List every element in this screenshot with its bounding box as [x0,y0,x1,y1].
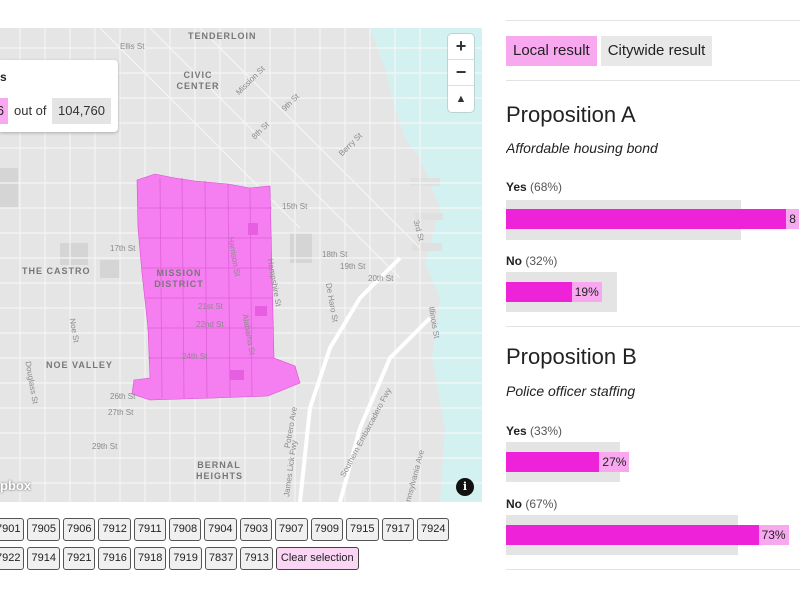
precinct-button[interactable]: 7905 [27,518,60,541]
precinct-button[interactable]: 7906 [62,518,96,541]
divider [506,326,800,327]
precinct-button[interactable]: 7919 [169,547,202,570]
precinct-button[interactable]: 7903 [239,518,273,541]
prop-a-yes-label: Yes (68%) [506,180,563,194]
precinct-button[interactable]: 7921 [62,547,96,570]
zoom-control: + − ▲ [448,34,474,112]
precinct-button[interactable]: 7837 [204,547,238,570]
street-label: 21st St [198,302,223,311]
prop-a-no-label: No (32%) [506,254,558,268]
precinct-button[interactable]: 7917 [381,518,414,541]
zoom-out-button[interactable]: − [448,60,474,86]
map[interactable]: TENDERLOIN CIVIC CENTER THE CASTRO MISSI… [0,28,482,502]
selected-count: 6 [0,98,8,124]
prop-b-yes-local-value: 27% [599,452,630,472]
precinct-row-1: 7901790579067912791179087904790379077909… [0,518,450,542]
precinct-button[interactable]: 7901 [0,518,25,541]
divider [506,569,800,570]
prop-b-no-local-bar [506,525,759,545]
divider [506,80,800,81]
precinct-button[interactable]: 7914 [27,547,60,570]
street-label: 17th St [110,244,136,253]
precinct-button[interactable]: 7915 [346,518,379,541]
precinct-button[interactable]: 7916 [98,547,131,570]
prop-b-no-label: No (67%) [506,497,558,511]
prop-b-yes-local-bar [506,452,600,472]
prop-b-no-local-value: 73% [758,525,789,545]
precinct-row-2: 79227914792179167918791978377913Clear se… [0,547,359,571]
street-label: 20th St [368,274,394,283]
street-label: 18th St [322,250,348,259]
info-title: s [0,70,7,84]
tab-citywide-result[interactable]: Citywide result [600,36,713,66]
prop-b-yes-label: Yes (33%) [506,424,563,438]
label-the-castro: THE CASTRO [22,266,91,276]
compass-button[interactable]: ▲ [455,93,467,105]
label-noe-valley: NOE VALLEY [46,360,113,370]
prop-a-yes-local-bar [506,209,787,229]
clear-selection-button[interactable]: Clear selection [275,547,359,570]
street-label: 27th St [108,408,134,417]
prop-b-title: Proposition B [506,344,637,369]
street-label: 22nd St [196,320,224,329]
info-icon[interactable]: i [456,478,474,496]
prop-a-no-local-value: 19% [571,282,602,302]
selected-precincts [131,173,301,401]
out-of-label: out of [14,103,47,118]
zoom-in-button[interactable]: + [448,34,474,60]
prop-a-yes-local-value: 8 [786,209,799,229]
precinct-button[interactable]: 7912 [98,518,131,541]
label-mission-district: MISSION DISTRICT [154,268,204,289]
precinct-button[interactable]: 7904 [204,518,237,541]
precinct-button[interactable]: 7924 [416,518,450,541]
tab-local-result[interactable]: Local result [506,36,597,66]
prop-a-no-local-bar [506,282,572,302]
precinct-button[interactable]: 7909 [310,518,344,541]
street-label: 15th St [282,202,308,211]
precinct-button[interactable]: 7908 [168,518,202,541]
mapbox-logo[interactable]: pbox [0,478,32,493]
street-label: 26th St [110,392,136,401]
street-label: 24th St [182,352,208,361]
precinct-button[interactable]: 7918 [133,547,167,570]
precinct-button[interactable]: 7911 [133,518,166,541]
street-label: Ellis St [120,42,145,51]
street-label: 19th St [340,262,366,271]
total-count: 104,760 [52,98,111,124]
label-bernal-heights: BERNAL HEIGHTS [196,460,244,481]
precinct-button[interactable]: 7907 [275,518,308,541]
selection-info-box: s 6 out of 104,760 [0,60,118,132]
result-tabs: Local result Citywide result [506,36,713,66]
results-panel: Local result Citywide result Proposition… [506,0,800,600]
street-label: 29th St [92,442,118,451]
precinct-button[interactable]: 7913 [240,547,273,570]
precinct-button[interactable]: 7922 [0,547,25,570]
prop-b-subtitle: Police officer staffing [506,383,636,399]
label-tenderloin: TENDERLOIN [188,31,257,41]
label-civic-center: CIVIC CENTER [176,70,220,91]
prop-a-subtitle: Affordable housing bond [506,140,658,156]
prop-a-title: Proposition A [506,102,636,127]
divider [506,20,800,21]
